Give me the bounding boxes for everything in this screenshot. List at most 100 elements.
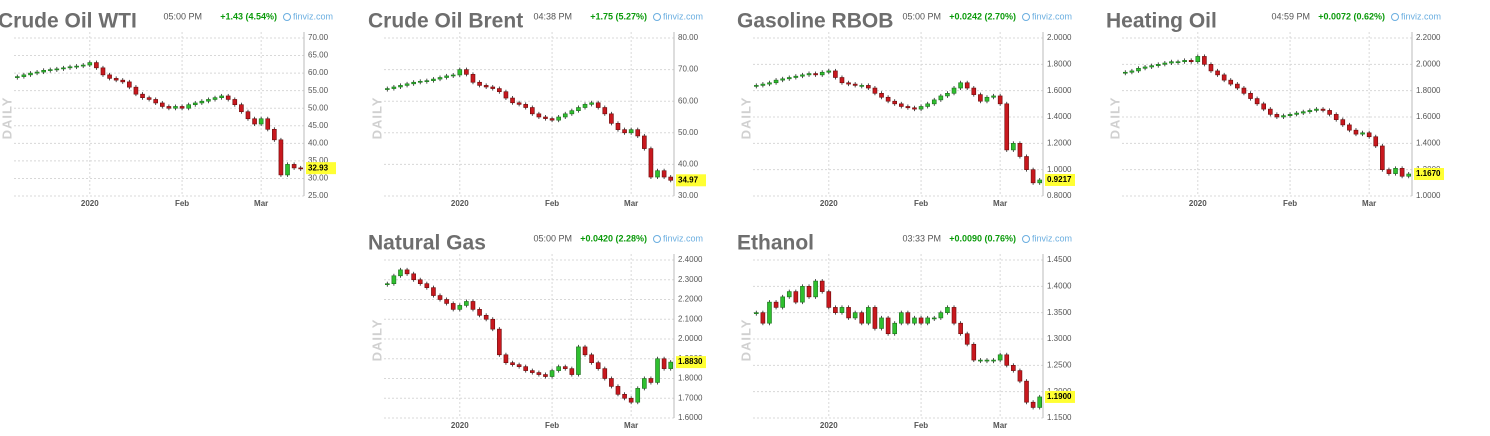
candle-body	[839, 307, 845, 313]
candle-body	[1235, 83, 1240, 89]
candle-body	[87, 62, 93, 66]
candle-body	[536, 113, 542, 118]
candle-body	[258, 118, 264, 125]
source-label: finviz.com	[663, 11, 703, 21]
candle-body	[503, 354, 509, 364]
candle-body	[483, 315, 489, 320]
candle-body	[668, 361, 674, 369]
chart-title: Natural Gas	[368, 232, 486, 255]
candle-body	[1136, 67, 1141, 72]
candle-body	[391, 275, 397, 284]
quote-change: +1.43 (4.54%)	[220, 11, 277, 21]
candle-body	[958, 82, 963, 89]
candle-body	[635, 129, 641, 137]
y-tick-label: 40.00	[678, 160, 699, 169]
candle-body	[431, 287, 436, 296]
candle-body	[898, 103, 904, 107]
candle-body	[1406, 173, 1412, 177]
last-price-label: 34.97	[678, 175, 699, 184]
candle-body	[1340, 119, 1346, 126]
source-label: finviz.com	[1032, 233, 1072, 243]
candle-body	[497, 88, 502, 93]
candle-body	[417, 80, 423, 83]
candle-body	[1024, 380, 1029, 403]
candle-body	[265, 118, 271, 130]
candle-body	[978, 359, 983, 362]
source-icon	[1391, 13, 1399, 21]
candle-body	[1399, 168, 1405, 177]
candle-body	[1261, 103, 1267, 110]
candle-body	[885, 317, 891, 335]
y-tick-label: 1.4500	[1047, 255, 1072, 264]
candle-body	[54, 68, 60, 71]
last-price-box	[306, 162, 336, 175]
candle-body	[984, 96, 990, 102]
candle-body	[127, 81, 132, 88]
candle-body	[945, 93, 950, 97]
last-price-label: 1.1670	[1416, 169, 1441, 178]
quote-time: 04:38 PM	[533, 11, 572, 21]
candle-body	[1037, 179, 1043, 184]
candle-body	[398, 269, 403, 277]
candle-body	[1300, 111, 1306, 114]
candle-body	[1294, 112, 1299, 115]
candle-body	[885, 96, 891, 102]
candle-body	[767, 82, 772, 85]
period-label: DAILY	[738, 319, 753, 362]
candle-body	[925, 317, 930, 324]
x-tick-label: Feb	[545, 421, 559, 430]
y-tick-label: 2.2000	[678, 295, 703, 304]
x-tick-label: 2020	[820, 199, 838, 208]
candle-body	[562, 113, 568, 118]
candle-body	[1221, 74, 1227, 81]
candle-body	[984, 359, 990, 362]
candle-body	[206, 99, 211, 102]
chart-title: Gasoline RBOB	[737, 10, 893, 33]
candle-body	[477, 309, 482, 316]
source-icon	[653, 13, 661, 21]
y-tick-label: 1.8000	[1416, 86, 1441, 95]
candle-body	[609, 113, 614, 124]
source-icon	[1022, 235, 1030, 243]
candle-body	[1307, 110, 1313, 113]
candle-body	[793, 75, 799, 78]
y-tick-label: 1.2500	[1047, 360, 1072, 369]
candle-body	[146, 97, 152, 100]
period-label: DAILY	[369, 319, 384, 362]
candle-body	[813, 280, 818, 298]
candle-body	[120, 79, 126, 83]
candle-body	[549, 370, 555, 377]
candle-body	[516, 102, 522, 105]
y-tick-label: 2.0000	[1047, 33, 1072, 42]
candle-body	[411, 81, 416, 85]
quote-time: 05:00 PM	[902, 11, 941, 21]
candle-body	[879, 93, 884, 98]
y-tick-label: 40.00	[308, 138, 329, 147]
candle-body	[892, 100, 898, 105]
candle-body	[1215, 70, 1220, 76]
candle-body	[582, 104, 588, 108]
candle-body	[872, 307, 878, 329]
x-tick-label: Mar	[993, 199, 1007, 208]
candle-body	[510, 97, 515, 104]
candle-body	[1011, 365, 1016, 371]
candle-body	[529, 370, 535, 373]
candle-body	[839, 77, 845, 84]
candle-body	[1327, 110, 1332, 115]
y-tick-label: 2.3000	[678, 275, 703, 284]
y-tick-label: 50.00	[308, 103, 329, 112]
candle-body	[1017, 370, 1023, 382]
candle-body	[457, 69, 463, 76]
candle-body	[905, 106, 911, 109]
candle-body	[648, 148, 654, 178]
candle-body	[1248, 93, 1253, 99]
candle-body	[1373, 136, 1379, 147]
candle-body	[569, 110, 575, 115]
y-tick-label: 1.6000	[1047, 86, 1072, 95]
candle-body	[384, 88, 390, 90]
candle-body	[945, 307, 950, 313]
x-tick-label: 2020	[451, 199, 469, 208]
candle-body	[166, 106, 172, 109]
candle-body	[153, 99, 159, 104]
